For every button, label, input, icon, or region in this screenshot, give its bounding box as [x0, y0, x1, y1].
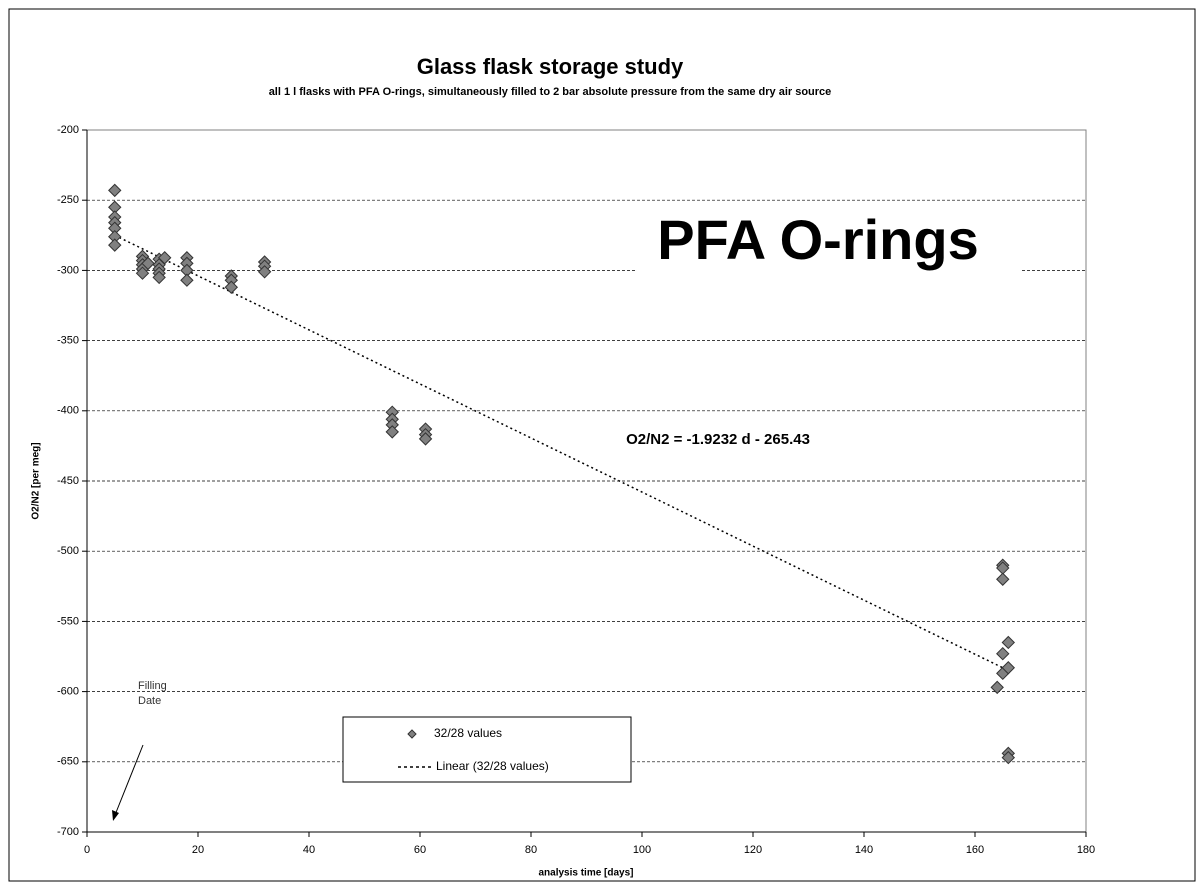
point: [1001, 661, 1016, 675]
arrow: [114, 744, 144, 816]
y-tick-label: -350: [57, 335, 79, 347]
x-tick-label: 180: [1077, 844, 1095, 856]
x-tick-label: 60: [414, 844, 426, 856]
y-axis-label: O2/N2 [per meg]: [31, 442, 42, 519]
y-tick-label: -550: [57, 615, 79, 627]
y-tick-label: -200: [57, 124, 79, 136]
x-tick-label: 80: [525, 844, 537, 856]
point: [385, 425, 399, 439]
point: [418, 432, 433, 446]
point: [108, 238, 122, 252]
point: [135, 266, 150, 280]
annotation: PFA O-rings: [657, 208, 979, 271]
x-tick-label: 0: [84, 844, 90, 856]
point: [990, 680, 1004, 695]
point: [1001, 750, 1016, 765]
legend-label: 32/28 values: [434, 726, 502, 740]
point: [108, 183, 122, 198]
arrow-head: [112, 810, 119, 821]
point: [224, 280, 239, 294]
x-tick-label: 140: [855, 844, 873, 856]
annotation: Date: [138, 695, 161, 707]
y-tick-label: -650: [57, 756, 79, 768]
point: [152, 270, 166, 285]
x-tick-label: 40: [303, 844, 315, 856]
legend-box: [342, 716, 632, 783]
y-tick-label: -450: [57, 475, 79, 487]
legend-label: Linear (32/28 values): [436, 759, 549, 773]
y-tick-label: -300: [57, 264, 79, 276]
point: [141, 256, 155, 271]
point: [996, 646, 1010, 661]
legend-marker: [407, 729, 417, 739]
point: [1001, 635, 1016, 650]
y-tick-label: -250: [57, 194, 79, 206]
y-tick-label: -700: [57, 826, 79, 838]
point: [257, 265, 272, 279]
y-tick-label: -600: [57, 686, 79, 698]
y-tick-label: -500: [57, 545, 79, 557]
point: [180, 273, 194, 287]
annotation: O2/N2 = -1.9232 d - 265.43: [626, 431, 810, 448]
y-tick-label: -400: [57, 405, 79, 417]
chart-title: Glass flask storage study: [417, 54, 684, 79]
chart-subtitle: all 1 l flasks with PFA O-rings, simulta…: [269, 86, 832, 98]
x-tick-label: 160: [966, 844, 984, 856]
point: [996, 572, 1010, 586]
x-tick-label: 100: [633, 844, 651, 856]
x-tick-label: 120: [744, 844, 762, 856]
x-tick-label: 20: [192, 844, 204, 856]
annotation: Filling: [138, 680, 167, 692]
annotation-bg: [635, 205, 1022, 290]
x-axis-label: analysis time [days]: [538, 868, 633, 879]
point: [157, 251, 172, 265]
